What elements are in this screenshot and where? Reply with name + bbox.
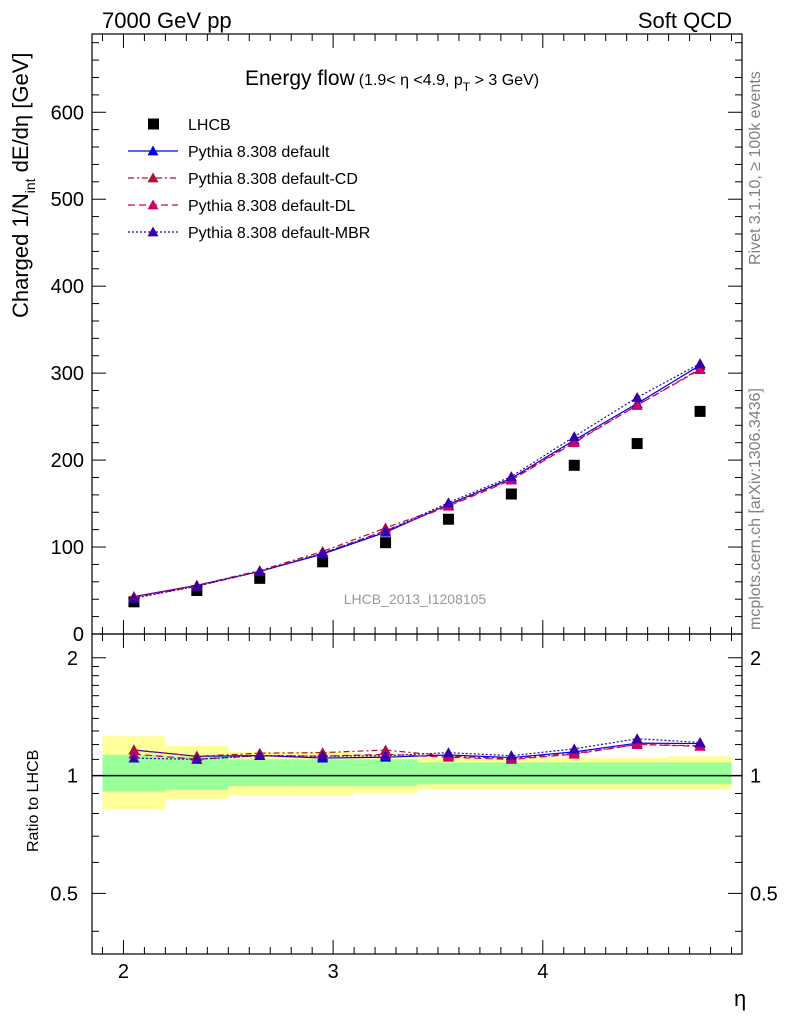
series-line-1 <box>133 368 701 598</box>
ratio-2-point-8 <box>631 738 643 749</box>
x-tick-label-1: 3 <box>328 961 339 983</box>
ratio-tick-label-left-0: 0.5 <box>50 883 78 905</box>
y-tick-label-2: 200 <box>51 450 84 472</box>
series-line-3 <box>133 363 701 599</box>
category-label: Soft QCD <box>638 8 732 33</box>
chart-title: Energy flow (1.9< η <4.9, pT > 3 GeV) <box>245 67 539 94</box>
y-axis-label-main: Charged 1/N <box>8 193 33 318</box>
ratio-tick-label-left-1: 1 <box>67 766 78 788</box>
ratio-3-point-7 <box>568 743 580 754</box>
legend-label-0: Pythia 8.308 default <box>188 144 330 161</box>
series-2-point-8 <box>631 399 643 410</box>
axes: 0 100 200 300 400 500 600 2 3 4 0.5 0.5 1 1 2 2 <box>50 33 778 983</box>
series-3-point-4 <box>380 525 392 536</box>
inner-band-9 <box>668 762 732 785</box>
lhcb-point-9 <box>694 405 706 417</box>
series-3-point-6 <box>505 471 517 482</box>
ratio-3-point-6 <box>505 750 517 761</box>
ratio-tick-label-right-2: 2 <box>750 648 761 670</box>
ratio-3-point-3 <box>317 750 329 761</box>
ratio-3-point-5 <box>442 747 454 758</box>
ratio-line-0 <box>133 742 701 759</box>
lhcb-point-6 <box>505 488 517 500</box>
legend-marker-3 <box>147 226 159 237</box>
legend: LHCB Pythia 8.308 default Pythia 8.308 def… <box>128 117 370 242</box>
analysis-watermark: LHCB_2013_I1208105 <box>344 591 487 607</box>
beam-label: 7000 GeV pp <box>102 8 232 33</box>
y-axis-label-end: dE/dη [GeV] <box>8 52 33 178</box>
series-3-point-8 <box>631 391 643 402</box>
ratio-axis-label: Ratio to LHCB <box>25 750 42 852</box>
ratio-3-point-0 <box>128 752 140 763</box>
ratio-3-point-8 <box>631 733 643 744</box>
chart-title-sub-t: T <box>463 80 471 94</box>
ratio-2-point-7 <box>568 748 580 759</box>
ratio-tick-label-left-2: 2 <box>67 648 78 670</box>
ratio-line-3 <box>133 738 701 760</box>
y-tick-label-0: 0 <box>73 624 84 646</box>
y-tick-label-6: 600 <box>51 102 84 124</box>
series-3-point-1 <box>191 580 203 591</box>
ratio-3-point-1 <box>191 753 203 764</box>
legend-marker-0 <box>147 145 159 156</box>
lhcb-point-3 <box>317 556 329 568</box>
series-line-0 <box>133 364 701 598</box>
inner-band-6 <box>479 762 543 785</box>
chart-title-main: Energy flow <box>245 67 356 90</box>
x-tick-label-2: 4 <box>537 961 548 983</box>
ratio-plot <box>128 733 706 764</box>
y-axis-label: Charged 1/Nint dE/dη [GeV] <box>8 52 38 318</box>
legend-label-1: Pythia 8.308 default-CD <box>188 171 358 188</box>
y-axis-label-sub: int <box>22 178 38 193</box>
x-axis-label: η <box>734 986 746 1011</box>
lhcb-point-4 <box>380 537 392 549</box>
ratio-line-2 <box>133 743 701 761</box>
ratio-tick-label-right-0: 0.5 <box>750 883 778 905</box>
ratio-bands <box>92 736 742 810</box>
legend-label-3: Pythia 8.308 default-MBR <box>188 225 370 242</box>
mcplots-label: mcplots.cern.ch [arXiv:1306.3436] <box>747 388 764 630</box>
series-2-point-9 <box>694 364 706 375</box>
lhcb-point-7 <box>568 459 580 471</box>
y-tick-label-3: 300 <box>51 363 84 385</box>
legend-marker-lhcb <box>148 118 159 130</box>
chart-title-sub: (1.9< η <4.9, p <box>359 72 463 89</box>
series-3-point-9 <box>694 358 706 368</box>
ratio-line-1 <box>133 743 701 760</box>
y-tick-label-5: 500 <box>51 189 84 211</box>
y-tick-label-4: 400 <box>51 276 84 298</box>
lhcb-point-8 <box>631 438 643 450</box>
lhcb-point-5 <box>442 513 454 525</box>
inner-band-2 <box>228 759 292 787</box>
legend-marker-2 <box>147 199 159 210</box>
inner-band-7 <box>542 762 606 785</box>
series-3-point-5 <box>442 497 454 508</box>
ratio-3-point-4 <box>380 750 392 761</box>
ratio-tick-label-right-1: 1 <box>750 766 761 788</box>
series-line-2 <box>133 369 701 599</box>
inner-band-3 <box>291 759 355 787</box>
main-plot <box>128 358 706 608</box>
x-tick-label-0: 2 <box>118 961 129 983</box>
legend-marker-1 <box>147 172 159 183</box>
legend-label-lhcb: LHCB <box>188 117 231 134</box>
ratio-3-point-9 <box>694 736 706 747</box>
rivet-label: Rivet 3.1.10, ≥ 100k events <box>747 71 764 265</box>
legend-label-2: Pythia 8.308 default-DL <box>188 198 355 215</box>
series-3-point-2 <box>254 565 266 576</box>
series-3-point-7 <box>568 431 580 442</box>
series-3-point-3 <box>317 547 329 558</box>
inner-band-5 <box>417 762 480 785</box>
inner-band-8 <box>605 762 669 785</box>
series-3-point-0 <box>128 592 140 603</box>
chart-title-sub-end: > 3 GeV) <box>470 72 539 89</box>
y-tick-label-1: 100 <box>51 537 84 559</box>
ratio-3-point-2 <box>254 750 266 760</box>
series-2-point-7 <box>568 437 580 448</box>
lhcb-point-2 <box>254 572 266 584</box>
inner-band-4 <box>354 759 417 787</box>
